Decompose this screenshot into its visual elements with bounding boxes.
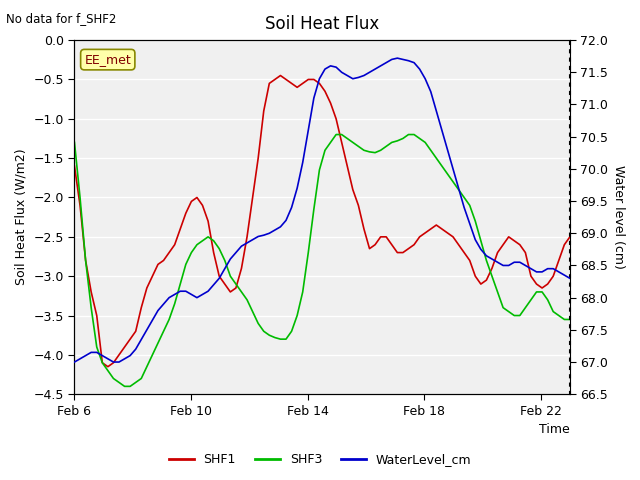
Y-axis label: Water level (cm): Water level (cm) <box>612 165 625 269</box>
Legend: SHF1, SHF3, WaterLevel_cm: SHF1, SHF3, WaterLevel_cm <box>164 448 476 471</box>
Text: No data for f_SHF2: No data for f_SHF2 <box>6 12 116 25</box>
Title: Soil Heat Flux: Soil Heat Flux <box>265 15 380 33</box>
Text: EE_met: EE_met <box>84 53 131 66</box>
X-axis label: Time: Time <box>539 423 570 436</box>
Y-axis label: Soil Heat Flux (W/m2): Soil Heat Flux (W/m2) <box>15 149 28 286</box>
